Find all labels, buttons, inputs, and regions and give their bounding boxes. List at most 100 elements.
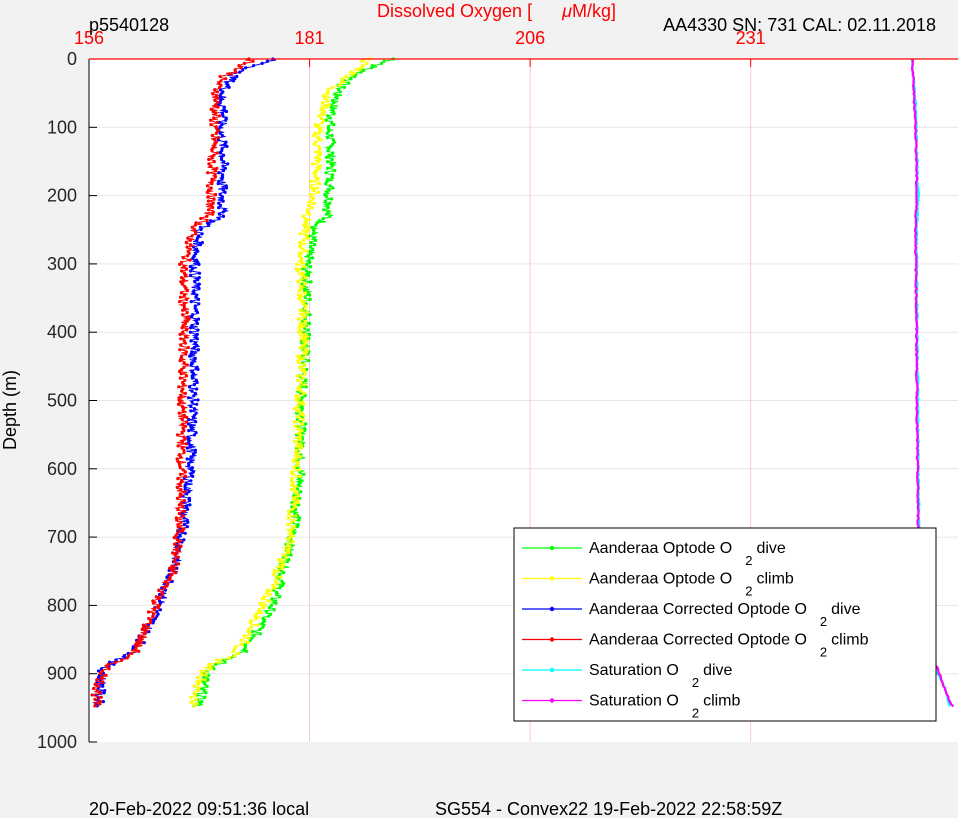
data-point [315, 177, 320, 181]
legend-label: Aanderaa Corrected Optode O 2 dive [589, 601, 861, 629]
data-point [203, 678, 207, 682]
series-1 [187, 57, 372, 708]
data-point [146, 610, 151, 614]
data-point [221, 90, 225, 94]
data-point [190, 400, 194, 404]
data-point [196, 689, 200, 693]
data-point [205, 684, 209, 688]
data-point [184, 442, 188, 446]
data-point [182, 361, 186, 365]
data-point [299, 490, 303, 494]
data-point [299, 389, 303, 393]
data-point [188, 258, 192, 262]
data-point [311, 133, 315, 138]
data-point [203, 695, 207, 699]
data-point [331, 142, 335, 146]
data-point [211, 201, 215, 205]
data-point [246, 630, 250, 634]
data-point [192, 359, 196, 363]
data-point [284, 555, 288, 559]
data-point [308, 260, 312, 264]
data-point [178, 295, 183, 299]
x-tick-label: 231 [736, 28, 766, 48]
data-point [305, 230, 309, 234]
data-point [185, 319, 189, 323]
data-point [176, 555, 180, 559]
data-point [300, 313, 304, 317]
data-point [179, 544, 183, 549]
data-point [223, 166, 227, 170]
data-point [319, 116, 324, 120]
legend-label-main: Aanderaa Optode O [589, 571, 732, 588]
data-point [185, 245, 189, 249]
data-point [212, 197, 216, 201]
data-point [252, 64, 256, 68]
data-point [289, 488, 294, 492]
data-point [180, 326, 184, 330]
data-point [180, 282, 184, 286]
data-point [218, 151, 223, 155]
data-point [311, 247, 315, 251]
data-point [300, 446, 304, 450]
data-point [312, 188, 316, 192]
data-point [286, 542, 290, 546]
data-point [96, 669, 101, 673]
data-point [194, 232, 198, 236]
data-point [184, 374, 189, 378]
data-point [357, 68, 362, 72]
data-point [177, 503, 181, 507]
data-point [302, 238, 306, 242]
data-point [205, 190, 209, 194]
data-point [301, 247, 305, 251]
data-point [211, 206, 215, 210]
data-point [175, 518, 179, 522]
data-point [190, 700, 194, 704]
data-point [232, 654, 237, 658]
data-point [180, 260, 184, 264]
data-point [178, 533, 182, 538]
data-point [304, 385, 308, 389]
legend-marker [549, 545, 555, 551]
data-point [249, 625, 253, 629]
data-point [191, 453, 196, 457]
data-point [330, 197, 334, 201]
data-point [326, 160, 330, 164]
data-point [216, 136, 220, 140]
data-point [157, 588, 161, 592]
data-point [317, 190, 321, 194]
data-point [382, 59, 386, 63]
x-axis-title-mu: μ [561, 1, 572, 21]
data-point [317, 182, 322, 186]
data-point [210, 155, 214, 159]
data-point [218, 101, 222, 105]
data-point [183, 470, 187, 474]
data-point [181, 409, 185, 413]
data-point [327, 103, 331, 107]
data-point [184, 267, 189, 271]
data-point [222, 153, 226, 157]
data-point [287, 511, 291, 516]
data-point [218, 114, 222, 118]
data-point [101, 700, 105, 704]
data-point [304, 422, 308, 426]
data-point [181, 383, 185, 387]
data-point [224, 77, 228, 81]
data-point [299, 278, 303, 282]
data-point [193, 693, 197, 697]
data-point [182, 450, 186, 454]
data-point [190, 389, 194, 393]
data-point [290, 507, 294, 511]
data-point [307, 359, 311, 363]
data-point [185, 525, 189, 529]
x-axis-title-end: M/kg] [572, 1, 616, 21]
data-point [322, 208, 326, 212]
data-point [278, 586, 282, 590]
data-point [317, 166, 321, 170]
data-point [323, 199, 328, 203]
data-point [297, 254, 301, 258]
data-point [306, 203, 311, 207]
data-point [218, 660, 222, 664]
data-point [295, 269, 300, 273]
data-point [224, 186, 229, 190]
